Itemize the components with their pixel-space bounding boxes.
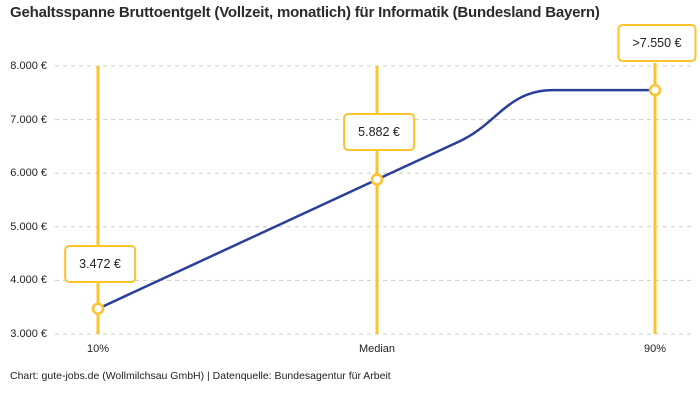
y-axis-tick-label: 6.000 € (10, 167, 47, 180)
y-axis-tick-label: 7.000 € (10, 113, 47, 126)
y-axis-tick-label: 8.000 € (10, 60, 47, 72)
value-label-box-10%: 3.472 € (64, 245, 136, 283)
data-point-marker-90%[interactable] (648, 83, 662, 97)
x-axis-tick-label: 90% (643, 343, 667, 355)
salary-curve (96, 88, 657, 310)
y-axis-tick-label: 5.000 € (10, 220, 47, 233)
y-axis-tick-label: 3.000 € (10, 328, 47, 340)
y-axis-tick-label: 4.000 € (10, 274, 47, 287)
data-point-marker-Median[interactable] (370, 173, 384, 186)
x-axis-tick-label: 10% (86, 343, 110, 355)
data-point-marker-10%[interactable] (91, 302, 105, 315)
chart-title: Gehaltsspanne Bruttoentgelt (Vollzeit, m… (10, 4, 600, 21)
chart-attribution: Chart: gute-jobs.de (Wollmilchsau GmbH) … (10, 370, 391, 382)
value-label-box-Median: 5.882 € (343, 113, 415, 151)
value-label-box-90%: >7.550 € (617, 24, 697, 62)
x-axis-tick-label: Median (358, 343, 396, 355)
